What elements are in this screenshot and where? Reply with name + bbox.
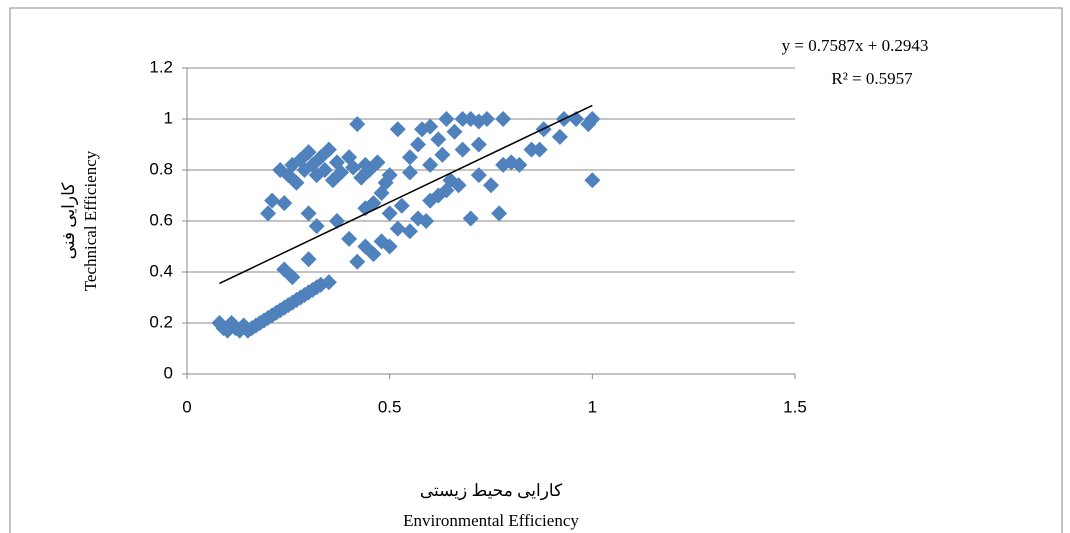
point bbox=[333, 164, 350, 181]
y-tick-label: 0.6 bbox=[149, 210, 173, 229]
point bbox=[276, 195, 293, 212]
point bbox=[401, 164, 418, 181]
chart-frame bbox=[9, 7, 1063, 533]
y-axis-title-fa: کارایی فنی bbox=[59, 182, 79, 260]
trend-equation: y = 0.7587x + 0.2943 bbox=[782, 36, 929, 55]
point bbox=[341, 230, 358, 247]
point bbox=[422, 118, 439, 135]
y-tick-label: 0.4 bbox=[149, 261, 173, 280]
point bbox=[418, 213, 435, 229]
point bbox=[389, 121, 406, 138]
r-squared: R² = 0.5957 bbox=[831, 69, 913, 88]
point bbox=[584, 111, 601, 127]
axes: 0 0.2 0.4 0.6 0.8 1 1.2 0 0.5 1 1.5 bbox=[149, 57, 806, 416]
point bbox=[349, 116, 366, 133]
point bbox=[381, 238, 398, 255]
x-tick-label: 1.5 bbox=[783, 397, 807, 416]
point bbox=[470, 167, 487, 184]
point bbox=[401, 223, 418, 240]
point bbox=[462, 210, 479, 227]
point bbox=[401, 149, 418, 166]
y-axis-title: Technical Efficiency bbox=[81, 150, 100, 291]
point bbox=[523, 141, 540, 158]
point bbox=[410, 136, 427, 153]
y-tick-label: 0.8 bbox=[149, 159, 173, 178]
point bbox=[495, 111, 512, 127]
point bbox=[308, 218, 325, 235]
point bbox=[300, 144, 317, 161]
point bbox=[551, 128, 568, 145]
point bbox=[531, 141, 548, 158]
point bbox=[345, 159, 362, 176]
x-axis-title-fa: کارایی محیط زیستی bbox=[420, 481, 563, 501]
point bbox=[491, 205, 508, 222]
point bbox=[300, 205, 317, 222]
x-tick-label: 0.5 bbox=[378, 397, 402, 416]
point bbox=[377, 174, 394, 191]
point bbox=[584, 172, 601, 189]
point bbox=[511, 156, 528, 173]
y-tick-label: 1.2 bbox=[149, 57, 173, 76]
point bbox=[288, 174, 305, 191]
point bbox=[316, 162, 333, 178]
trendline bbox=[219, 104, 593, 285]
point bbox=[470, 136, 487, 153]
y-tick-label: 1 bbox=[164, 108, 173, 127]
point bbox=[389, 220, 406, 237]
point bbox=[422, 156, 439, 173]
point bbox=[260, 205, 277, 222]
point bbox=[365, 246, 382, 263]
point bbox=[478, 111, 495, 127]
point bbox=[284, 269, 301, 286]
point bbox=[300, 251, 317, 268]
x-tick-label: 0 bbox=[182, 397, 191, 416]
y-tick-label: 0 bbox=[164, 363, 173, 382]
point bbox=[320, 274, 337, 291]
point bbox=[450, 177, 467, 194]
point bbox=[454, 111, 471, 127]
point bbox=[434, 146, 451, 163]
point bbox=[264, 192, 281, 209]
x-axis-title: Environmental Efficiency bbox=[403, 511, 579, 530]
point bbox=[365, 195, 382, 212]
y-tick-label: 0.2 bbox=[149, 312, 173, 331]
point bbox=[320, 141, 337, 158]
point bbox=[438, 111, 455, 127]
point bbox=[430, 131, 447, 148]
point bbox=[369, 154, 386, 171]
point bbox=[393, 197, 410, 214]
point bbox=[454, 141, 471, 158]
x-tick-label: 1 bbox=[588, 397, 597, 416]
point bbox=[483, 177, 499, 194]
point bbox=[349, 253, 366, 270]
point bbox=[446, 123, 463, 140]
point bbox=[381, 205, 398, 222]
